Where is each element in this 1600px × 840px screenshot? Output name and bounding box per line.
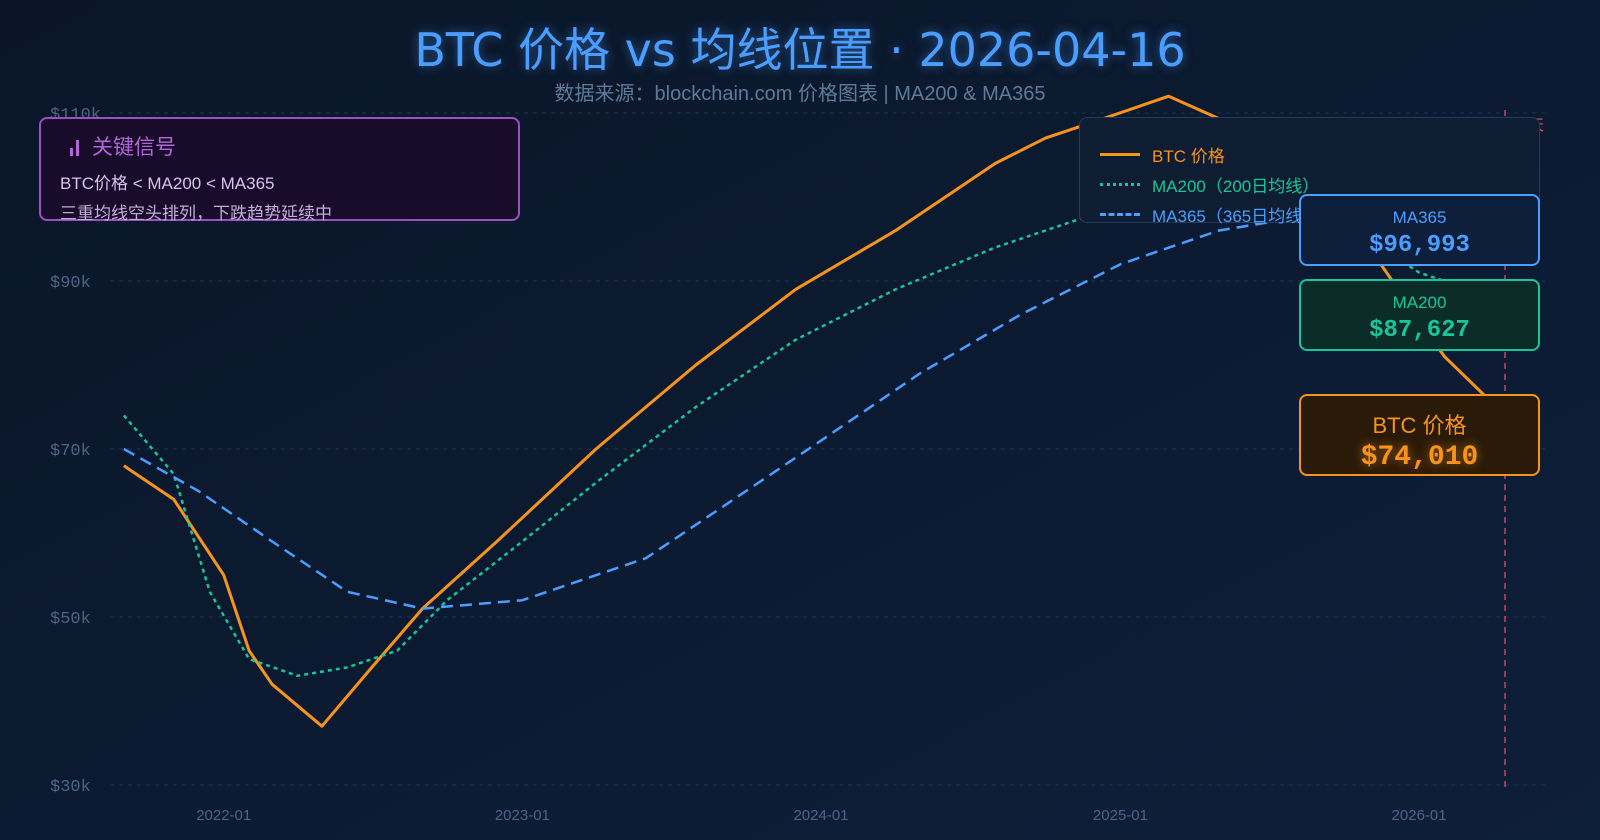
bar-chart-icon — [70, 136, 84, 156]
legend-item-btc: BTC 价格 — [1100, 143, 1225, 166]
signal-header: 关键信号 — [70, 131, 176, 161]
signal-panel: 关键信号 BTC价格 < MA200 < MA365 三重均线空头排列，下跌趋势… — [39, 117, 520, 223]
ma365-card-value: $96,993 — [1369, 232, 1470, 259]
series-line-ma365 — [123, 212, 1506, 610]
x-tick-label: 2022-01 — [196, 807, 251, 824]
signal-title: 关键信号 — [92, 135, 176, 159]
x-tick-label: 2023-01 — [495, 807, 550, 824]
x-tick-label: 2024-01 — [793, 807, 848, 824]
ma200-value-card: MA200 $87,627 — [1299, 279, 1540, 351]
signal-condition: BTC价格 < MA200 < MA365 — [60, 174, 275, 193]
chart-title: BTC 价格 vs 均线位置 · 2026-04-16 — [414, 23, 1186, 77]
x-tick-label: 2026-01 — [1392, 807, 1447, 824]
legend-item-ma365: MA365（365日均线） — [1100, 203, 1320, 226]
legend-label-btc: BTC 价格 — [1152, 146, 1225, 166]
ma365-value-card: MA365 $96,993 — [1299, 194, 1540, 266]
x-tick-label: 2025-01 — [1093, 807, 1148, 824]
btc-value-card: BTC 价格 $74,010 — [1299, 394, 1540, 476]
ma365-card-label: MA365 — [1392, 208, 1447, 227]
legend-label-ma365: MA365（365日均线） — [1152, 206, 1320, 226]
y-tick-label: $50k — [50, 610, 91, 629]
legend-swatch-ma365 — [1100, 212, 1140, 216]
btc-card-label: BTC 价格 — [1372, 413, 1467, 438]
y-tick-label: $70k — [50, 442, 91, 461]
btc-card-value: $74,010 — [1360, 442, 1479, 473]
ma200-card-value: $87,627 — [1369, 317, 1470, 344]
y-tick-label: $90k — [50, 274, 91, 293]
signal-description: 三重均线空头排列，下跌趋势延续中 — [60, 204, 332, 223]
ma200-card-label: MA200 — [1392, 293, 1447, 312]
legend-swatch-ma200 — [1100, 182, 1140, 186]
chart-subtitle: 数据来源：blockchain.com 价格图表 | MA200 & MA365 — [554, 83, 1046, 105]
legend-label-ma200: MA200（200日均线） — [1152, 176, 1320, 196]
y-tick-label: $30k — [50, 778, 91, 797]
legend-swatch-btc — [1100, 152, 1140, 156]
legend-item-ma200: MA200（200日均线） — [1100, 173, 1320, 196]
